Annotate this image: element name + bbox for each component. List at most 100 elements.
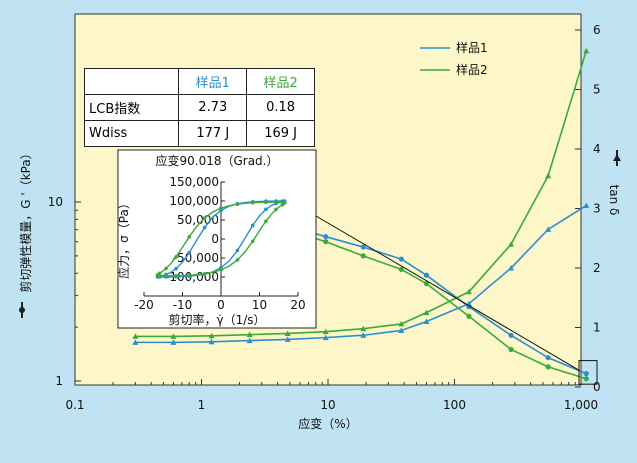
data-point (423, 309, 430, 316)
table-cell-wdiss-label: Wdiss (83, 120, 180, 147)
data-point (398, 256, 404, 262)
data-point (423, 318, 430, 325)
y-left-tick-label: 1 (55, 374, 63, 388)
y-left-axis-title: 剪切弹性模量，G '（kPa） (18, 147, 33, 292)
x-axis-title: 应变（%） (298, 416, 357, 431)
table-row: LCB指数 2.73 0.18 (83, 94, 315, 121)
inset-loop-point (264, 200, 268, 205)
data-point (423, 281, 430, 287)
inset-loop-point (264, 207, 268, 212)
inset-loop-point (202, 225, 207, 230)
table-header-cell-sample1: 样品1 (178, 68, 248, 95)
table-cell-wdiss-sample2: 169 J (246, 120, 315, 147)
inset-y-tick-label: -50,000 (173, 251, 219, 265)
inset-x-tick-label: 10 (252, 298, 267, 312)
inset-loop-point (164, 266, 168, 271)
inset-loop-point (235, 258, 240, 262)
data-point (323, 239, 329, 245)
y-right-tick-label: 3 (593, 202, 601, 216)
data-point (208, 332, 215, 339)
inset-x-tick-label: -10 (173, 298, 193, 312)
data-point (132, 339, 139, 345)
data-point (208, 338, 215, 345)
inset-y-axis-title: 应力，σ（Pa） (116, 197, 131, 279)
data-point (583, 47, 590, 54)
inset-loop-point (174, 255, 178, 259)
y-right-tick-label: 6 (593, 23, 601, 37)
inset-loop-point (274, 200, 278, 204)
x-tick-label: 1 (198, 398, 206, 412)
inset-loop-point (282, 201, 287, 205)
summary-table: 样品1 样品2 LCB指数 2.73 0.18 Wdiss 177 J 169 … (83, 68, 315, 147)
inset-x-tick-label: 0 (217, 298, 225, 312)
data-point (508, 332, 514, 338)
inset-loop-point (187, 273, 192, 278)
inset-loop-point (164, 274, 168, 278)
inset-loop-point (174, 266, 178, 271)
data-point (583, 202, 590, 209)
inset-loop-point (187, 235, 192, 239)
data-point (508, 265, 515, 271)
data-point (170, 333, 177, 339)
inset-loop-point (250, 223, 255, 228)
inset-loop-point (274, 207, 278, 212)
table-cell-lcb-sample2: 0.18 (246, 94, 315, 121)
inset-x-axis-title: 剪切率，γ̇（1/s） (168, 312, 265, 327)
x-tick-label: 0.1 (65, 398, 84, 412)
legend-label: 样品1 (456, 40, 488, 55)
data-point (398, 266, 404, 273)
data-point (423, 272, 430, 278)
inset-loop-point (202, 216, 207, 220)
table-header-row: 样品1 样品2 (83, 68, 315, 95)
x-tick-label: 100 (443, 398, 466, 412)
data-point (284, 330, 291, 336)
data-point (284, 336, 291, 342)
data-point (466, 313, 472, 319)
data-point (398, 327, 405, 333)
data-point (360, 253, 366, 259)
legend-label: 样品2 (456, 62, 488, 77)
inset-title: 应变90.018（Grad.） (155, 153, 278, 168)
y-right-tick-label: 2 (593, 261, 601, 275)
data-point (360, 332, 367, 338)
inset-loop-point (219, 206, 223, 210)
inset-loop-point (202, 271, 207, 276)
inset-y-tick-label: 150,000 (169, 175, 219, 189)
inset-loop-point (250, 239, 255, 243)
inset-loop-point (219, 268, 223, 272)
data-point (246, 337, 253, 344)
data-point (583, 370, 589, 377)
data-point (170, 339, 177, 345)
data-point (246, 331, 253, 338)
connector-line (315, 215, 580, 371)
data-point (360, 244, 366, 250)
table-cell-lcb-label: LCB指数 (83, 94, 180, 121)
inset-x-tick-label: 20 (290, 298, 305, 312)
x-tick-label: 10 (320, 398, 335, 412)
data-point (508, 241, 515, 247)
table-header-cell-sample2: 样品2 (246, 68, 315, 95)
y-left-title-marker-dot (19, 307, 25, 313)
data-point (398, 320, 405, 327)
inset-loop-point (187, 250, 192, 255)
y-right-tick-label: 1 (593, 321, 601, 335)
inset-loop-point (174, 273, 178, 278)
inset-loop-point (235, 248, 240, 253)
data-point (545, 226, 552, 232)
y-right-title-marker-triangle (613, 154, 621, 161)
data-point (465, 288, 472, 295)
y-left-tick-label: 10 (48, 195, 63, 209)
y-right-tick-label: 0 (593, 380, 601, 394)
table-row: Wdiss 177 J 169 J (83, 120, 315, 147)
inset-y-tick-label: 100,000 (169, 194, 219, 208)
data-point (545, 172, 552, 179)
data-point (545, 364, 551, 370)
table-cell-wdiss-sample1: 177 J (178, 120, 248, 147)
data-point (360, 325, 367, 332)
y-right-tick-label: 4 (593, 142, 601, 156)
highlight-box (578, 360, 598, 385)
inset-loop-point (157, 273, 162, 278)
data-point (508, 346, 514, 353)
